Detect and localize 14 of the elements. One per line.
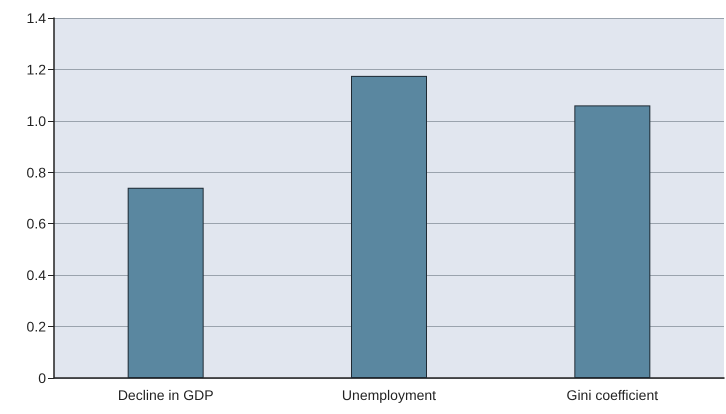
y-tick-label: 0 bbox=[38, 370, 46, 386]
y-tick-label: 0.4 bbox=[26, 267, 46, 284]
y-tick-label: 1.2 bbox=[26, 61, 46, 78]
bar bbox=[574, 105, 650, 378]
y-tick-label: 0.2 bbox=[26, 318, 46, 335]
bar bbox=[128, 188, 204, 378]
y-tick-label: 1.4 bbox=[26, 10, 46, 26]
y-tick-label: 1.0 bbox=[26, 112, 46, 129]
bar bbox=[351, 76, 427, 378]
x-tick-label: Unemployment bbox=[342, 387, 436, 403]
x-tick-label: Gini coefficient bbox=[566, 387, 658, 403]
x-tick-label: Decline in GDP bbox=[118, 387, 214, 403]
y-tick-label: 0.6 bbox=[26, 216, 46, 232]
y-tick-label: 0.8 bbox=[26, 164, 46, 180]
